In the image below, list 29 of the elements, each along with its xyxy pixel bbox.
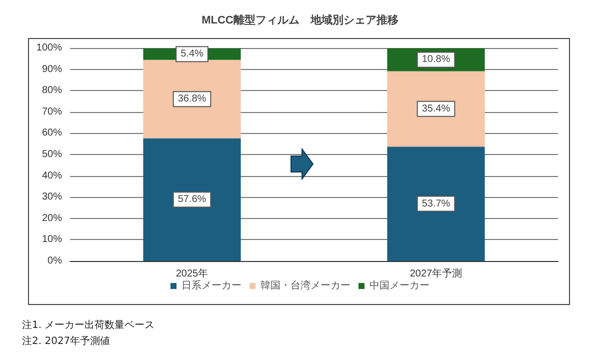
data-label: 5.4% (180, 48, 204, 60)
y-tick-label: 80% (42, 85, 62, 96)
legend-label: 日系メーカー (182, 280, 242, 292)
bar (387, 146, 485, 261)
bar (143, 60, 241, 138)
y-tick-label: 20% (42, 212, 62, 224)
bar (387, 71, 485, 147)
data-label: 36.8% (178, 94, 206, 105)
x-tick-label: 2027年予測 (410, 268, 462, 280)
chart-title: MLCC離型フィルム 地域別シェア推移 (202, 14, 398, 26)
legend-label: 中国メーカー (370, 280, 430, 292)
y-tick-label: 60% (42, 128, 62, 139)
text: 注2. 2027年予測値 (22, 334, 112, 349)
y-tick-label: 40% (42, 170, 62, 182)
legend-label: 韓国・台湾メーカー (260, 280, 350, 292)
y-tick-label: 0% (48, 256, 62, 266)
text: 注1. メーカー出荷数量ベース (22, 318, 155, 333)
data-label: 10.8% (422, 54, 450, 66)
y-tick-label: 50% (42, 149, 62, 160)
data-label: 53.7% (422, 198, 450, 210)
data-label: 57.6% (178, 194, 206, 206)
y-tick-label: 30% (42, 192, 62, 203)
data-label: 35.4% (422, 103, 450, 114)
y-tick-label: 100% (36, 42, 62, 54)
y-tick-label: 90% (42, 64, 62, 75)
y-tick-label: 70% (42, 106, 62, 118)
x-tick-label: 2025年 (176, 268, 208, 280)
y-tick-label: 10% (42, 234, 62, 246)
bar (143, 138, 241, 261)
